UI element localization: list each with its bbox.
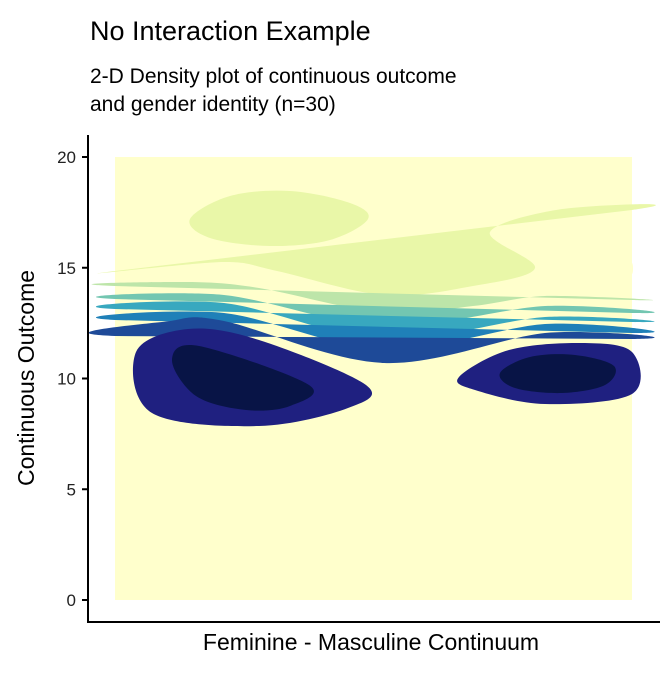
- density-bands: [88, 157, 656, 600]
- y-tick-label: 10: [57, 370, 76, 389]
- density-level-2: [97, 204, 656, 296]
- density-level-5: [95, 301, 655, 340]
- density-level-3: [91, 281, 654, 314]
- y-tick-label: 20: [57, 148, 76, 167]
- y-tick-label: 0: [67, 591, 76, 610]
- chart-subtitle-line-2: and gender identity (n=30): [90, 93, 336, 116]
- density-level-2: [189, 190, 369, 247]
- chart-subtitle-line-1: 2-D Density plot of continuous outcome: [90, 65, 457, 88]
- density-level-9: [499, 354, 616, 394]
- chart-title: No Interaction Example: [90, 16, 371, 46]
- y-ticks: 0 5 10 15 20: [57, 148, 88, 610]
- density-level-1: [624, 262, 633, 275]
- density-level-7: [88, 317, 655, 364]
- density-level-4: [95, 293, 655, 327]
- y-tick-label: 5: [67, 480, 76, 499]
- density-level-6: [95, 311, 655, 350]
- x-axis-label: Feminine - Masculine Continuum: [203, 629, 539, 655]
- density-level-9: [171, 345, 314, 411]
- y-tick-label: 15: [57, 259, 76, 278]
- y-axis-label: Continuous Outcome: [13, 270, 39, 486]
